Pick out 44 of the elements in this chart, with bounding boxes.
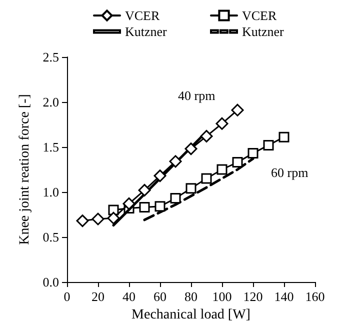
legend-label: VCER <box>242 8 277 23</box>
point <box>200 130 213 142</box>
x-tick-label: 100 <box>212 289 232 304</box>
point <box>263 140 274 150</box>
point <box>248 148 258 159</box>
y-tick-label: 1.0 <box>42 184 59 200</box>
point <box>201 173 212 184</box>
x-axis-title: Mechanical load [W] <box>132 308 250 322</box>
point <box>186 183 196 194</box>
x-tick-label: 0 <box>64 289 70 304</box>
point <box>122 197 136 210</box>
point <box>231 104 244 116</box>
point <box>216 117 228 130</box>
y-tick-label: 0.0 <box>42 274 59 290</box>
point <box>154 170 166 182</box>
point <box>76 214 89 228</box>
point <box>184 142 198 156</box>
legend-label: Kutzner <box>125 24 168 39</box>
legend-label: VCER <box>125 8 160 23</box>
point <box>232 157 243 168</box>
x-tick-label: 20 <box>92 289 104 304</box>
y-tick-label: 2.0 <box>42 94 59 110</box>
y-axis-title: Knee joint reation force [-] <box>17 94 32 245</box>
point <box>92 212 104 226</box>
y-tick-label: 0.5 <box>42 230 59 244</box>
point <box>138 184 151 196</box>
point <box>139 202 150 213</box>
annotation: 40 rpm <box>178 88 216 103</box>
x-tick-label: 80 <box>184 289 198 304</box>
point <box>107 212 120 224</box>
annotation: 60 rpm <box>271 165 308 180</box>
y-tick-label: 2.5 <box>42 50 59 64</box>
point <box>169 155 182 168</box>
point <box>154 201 166 212</box>
x-tick-label: 140 <box>274 289 294 304</box>
x-tick-label: 40 <box>122 289 136 304</box>
point <box>216 164 228 175</box>
point <box>278 132 290 142</box>
x-tick-label: 120 <box>243 289 263 304</box>
x-tick-label: 160 <box>305 289 325 304</box>
legend-label: Kutzner <box>242 24 285 39</box>
point <box>170 193 181 204</box>
y-tick-label: 1.5 <box>42 140 59 154</box>
x-tick-label: 60 <box>154 289 166 304</box>
